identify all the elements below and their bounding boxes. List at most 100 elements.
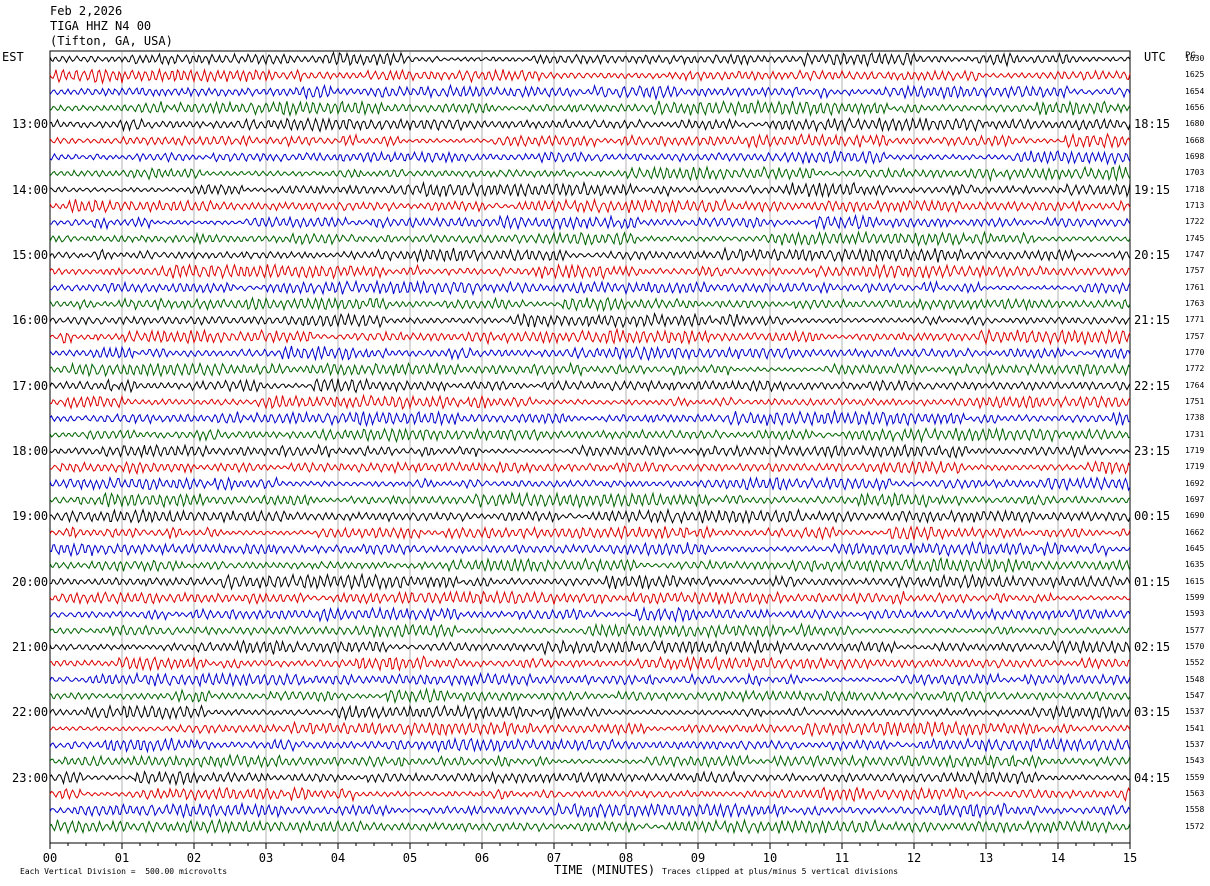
est-hour-label: 17:00 [12, 378, 49, 393]
seismic-trace [49, 572, 1131, 591]
rms-value: 1697 [1185, 495, 1205, 505]
rms-value: 1577 [1185, 625, 1205, 635]
seismic-trace [49, 180, 1131, 199]
seismic-trace [49, 361, 1131, 378]
rms-value: 1722 [1185, 217, 1205, 227]
seismic-trace [49, 164, 1131, 183]
seismic-trace [49, 491, 1131, 509]
seismic-trace [49, 132, 1131, 150]
rms-value: 1738 [1185, 413, 1205, 423]
x-axis-title: TIME (MINUTES) [554, 863, 656, 877]
seismic-trace [49, 655, 1131, 672]
est-hour-label: 19:00 [12, 509, 49, 524]
rms-value: 1537 [1185, 707, 1205, 717]
x-tick-label: 03 [258, 851, 274, 865]
rms-value: 1757 [1185, 331, 1205, 341]
rms-value: 1747 [1185, 250, 1205, 260]
seismic-trace [49, 622, 1131, 639]
seismic-trace [49, 507, 1131, 525]
est-hour-label: 18:00 [12, 444, 49, 459]
seismic-trace [49, 246, 1131, 264]
rms-value: 1543 [1185, 756, 1205, 766]
x-tick-label: 01 [114, 851, 130, 865]
utc-hour-label: 04:15 [1134, 770, 1171, 785]
seismic-trace [49, 540, 1131, 558]
seismic-trace [49, 116, 1131, 133]
seismic-trace [49, 460, 1131, 476]
utc-hour-label: 18:15 [1134, 117, 1171, 132]
seismic-trace [49, 801, 1131, 819]
rms-value: 1635 [1185, 560, 1205, 570]
rms-value: 1751 [1185, 397, 1205, 407]
seismic-trace [49, 589, 1131, 606]
x-tick-label: 13 [978, 851, 994, 865]
seismic-trace [49, 736, 1131, 754]
seismic-trace [49, 720, 1131, 738]
rms-value: 1770 [1185, 348, 1205, 358]
seismic-trace [49, 525, 1131, 542]
station-id: TIGA HHZ N4 00 [50, 19, 152, 33]
x-tick-label: 09 [690, 851, 706, 865]
est-hour-label: 20:00 [12, 574, 49, 589]
seismic-trace [49, 426, 1131, 444]
seismic-trace [49, 818, 1131, 835]
seismic-trace [49, 409, 1131, 428]
seismic-trace [49, 51, 1131, 68]
rms-value: 1771 [1185, 315, 1205, 325]
seismic-trace [49, 639, 1131, 656]
rms-value: 1668 [1185, 135, 1205, 145]
rms-value: 1698 [1185, 152, 1205, 162]
rms-value: 1719 [1185, 462, 1205, 472]
rms-value: 1570 [1185, 642, 1205, 652]
seismic-trace [49, 703, 1131, 721]
utc-hour-label: 02:15 [1134, 640, 1171, 655]
seismic-trace [49, 149, 1131, 166]
rms-value: 1656 [1185, 103, 1205, 113]
clip-note: Traces clipped at plus/minus 5 vertical … [662, 867, 899, 876]
rms-value: 1552 [1185, 658, 1205, 668]
seismic-trace [49, 786, 1131, 803]
seismic-trace [49, 475, 1131, 492]
rms-value: 1692 [1185, 478, 1205, 488]
est-hour-label: 23:00 [12, 770, 49, 785]
seismic-trace [49, 671, 1131, 688]
chart-date: Feb 2,2026 [50, 4, 123, 18]
x-tick-label: 15 [1122, 851, 1138, 865]
seismic-trace [49, 230, 1131, 247]
seismic-trace [49, 263, 1131, 280]
rms-value: 1764 [1185, 380, 1205, 390]
seismic-trace [49, 312, 1131, 329]
seismic-trace [49, 279, 1131, 297]
x-tick-label: 14 [1050, 851, 1066, 865]
utc-hour-label: 00:15 [1134, 509, 1171, 524]
est-hour-label: 21:00 [12, 640, 49, 655]
seismic-trace [49, 213, 1131, 231]
x-tick-label: 11 [834, 851, 850, 865]
seismic-trace [49, 327, 1131, 346]
rms-value: 1662 [1185, 527, 1205, 537]
x-tick-label: 08 [618, 851, 634, 865]
x-tick-label: 00 [42, 851, 58, 865]
rms-value: 1541 [1185, 723, 1205, 733]
utc-hour-label: 20:15 [1134, 248, 1171, 263]
utc-hour-label: 23:15 [1134, 444, 1171, 459]
rms-value: 1745 [1185, 233, 1205, 243]
utc-hour-label: 21:15 [1134, 313, 1171, 328]
seismic-trace [49, 83, 1131, 101]
rms-value: 1690 [1185, 511, 1205, 521]
rms-value: 1713 [1185, 201, 1205, 211]
est-axis-label: EST [2, 50, 24, 64]
rms-value: 1719 [1185, 446, 1205, 456]
rms-value: 1615 [1185, 576, 1205, 586]
seismic-trace [49, 377, 1131, 394]
seismic-trace [49, 345, 1131, 362]
rms-value: 1558 [1185, 805, 1205, 815]
seismic-trace [49, 556, 1131, 574]
utc-hour-label: 22:15 [1134, 378, 1171, 393]
x-tick-label: 07 [546, 851, 562, 865]
seismic-trace [49, 98, 1131, 118]
scale-note: Each Vertical Division = 500.00 microvol… [20, 867, 228, 876]
utc-hour-label: 03:15 [1134, 705, 1171, 720]
seismic-trace [49, 197, 1131, 214]
